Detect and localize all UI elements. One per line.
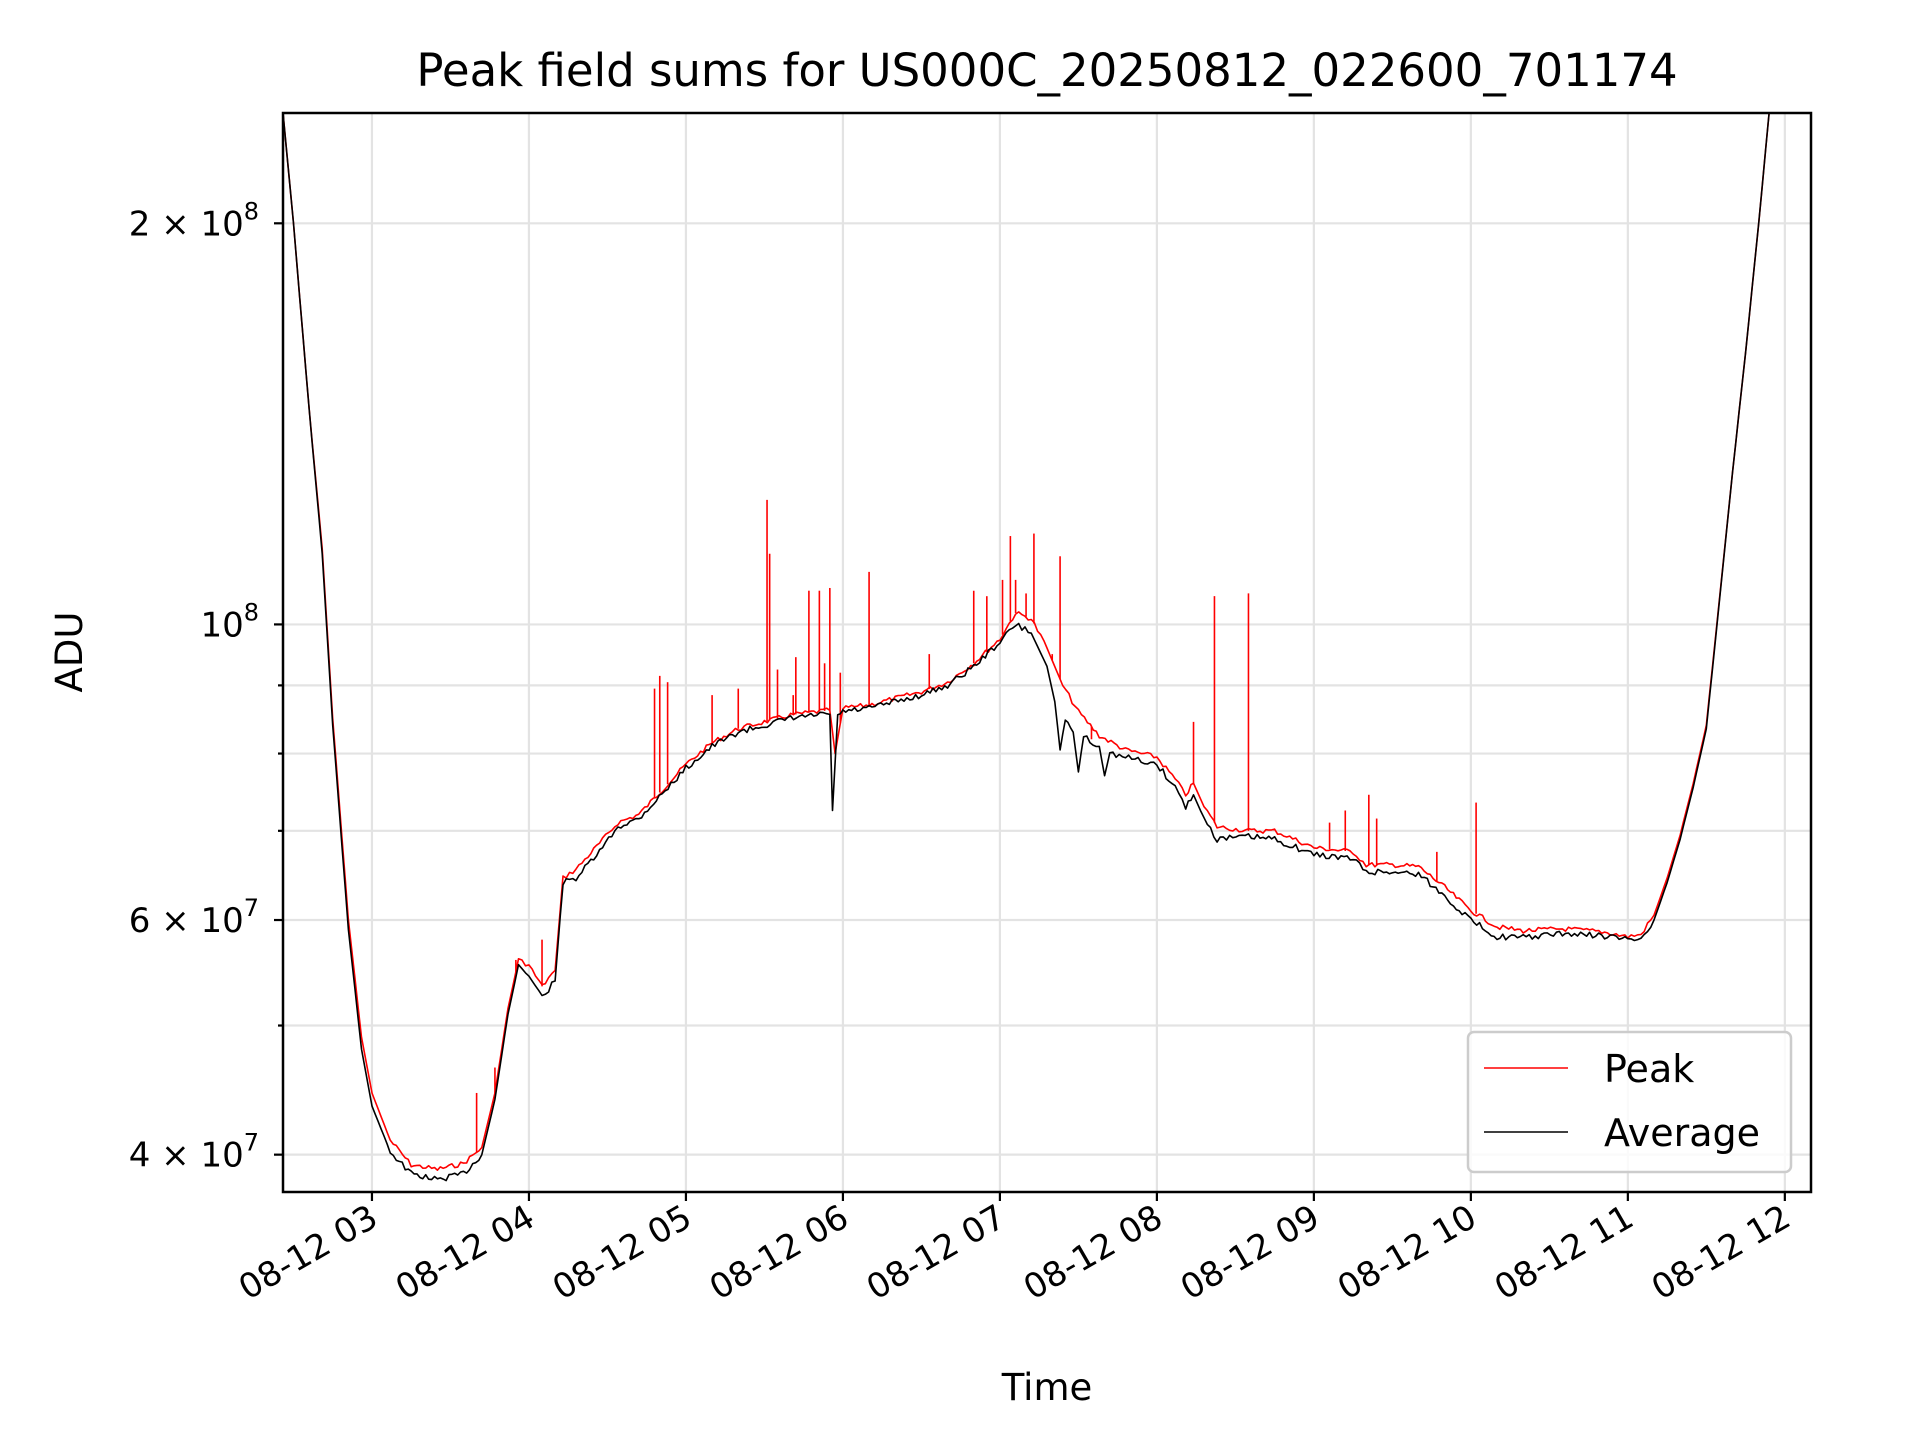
legend-label-peak: Peak — [1604, 1047, 1694, 1091]
y-tick-label: 108 — [200, 598, 259, 645]
y-tick-label: 4 × 107 — [129, 1129, 259, 1176]
series-line-peak — [283, 113, 1770, 1171]
plot-frame — [281, 111, 1813, 1194]
legend: Peak Average — [1466, 1030, 1793, 1174]
legend-label-average: Average — [1604, 1111, 1760, 1155]
legend-box — [1466, 1030, 1793, 1174]
chart-title: Peak field sums for US000C_20250812_0226… — [416, 44, 1677, 97]
y-axis-label: ADU — [48, 612, 91, 693]
y-tick-label: 2 × 108 — [129, 197, 259, 244]
y-tick-label: 6 × 107 — [129, 894, 259, 941]
x-axis-label: Time — [1001, 1366, 1093, 1409]
series-line-average — [283, 113, 1770, 1182]
plot-area — [283, 113, 1770, 1182]
